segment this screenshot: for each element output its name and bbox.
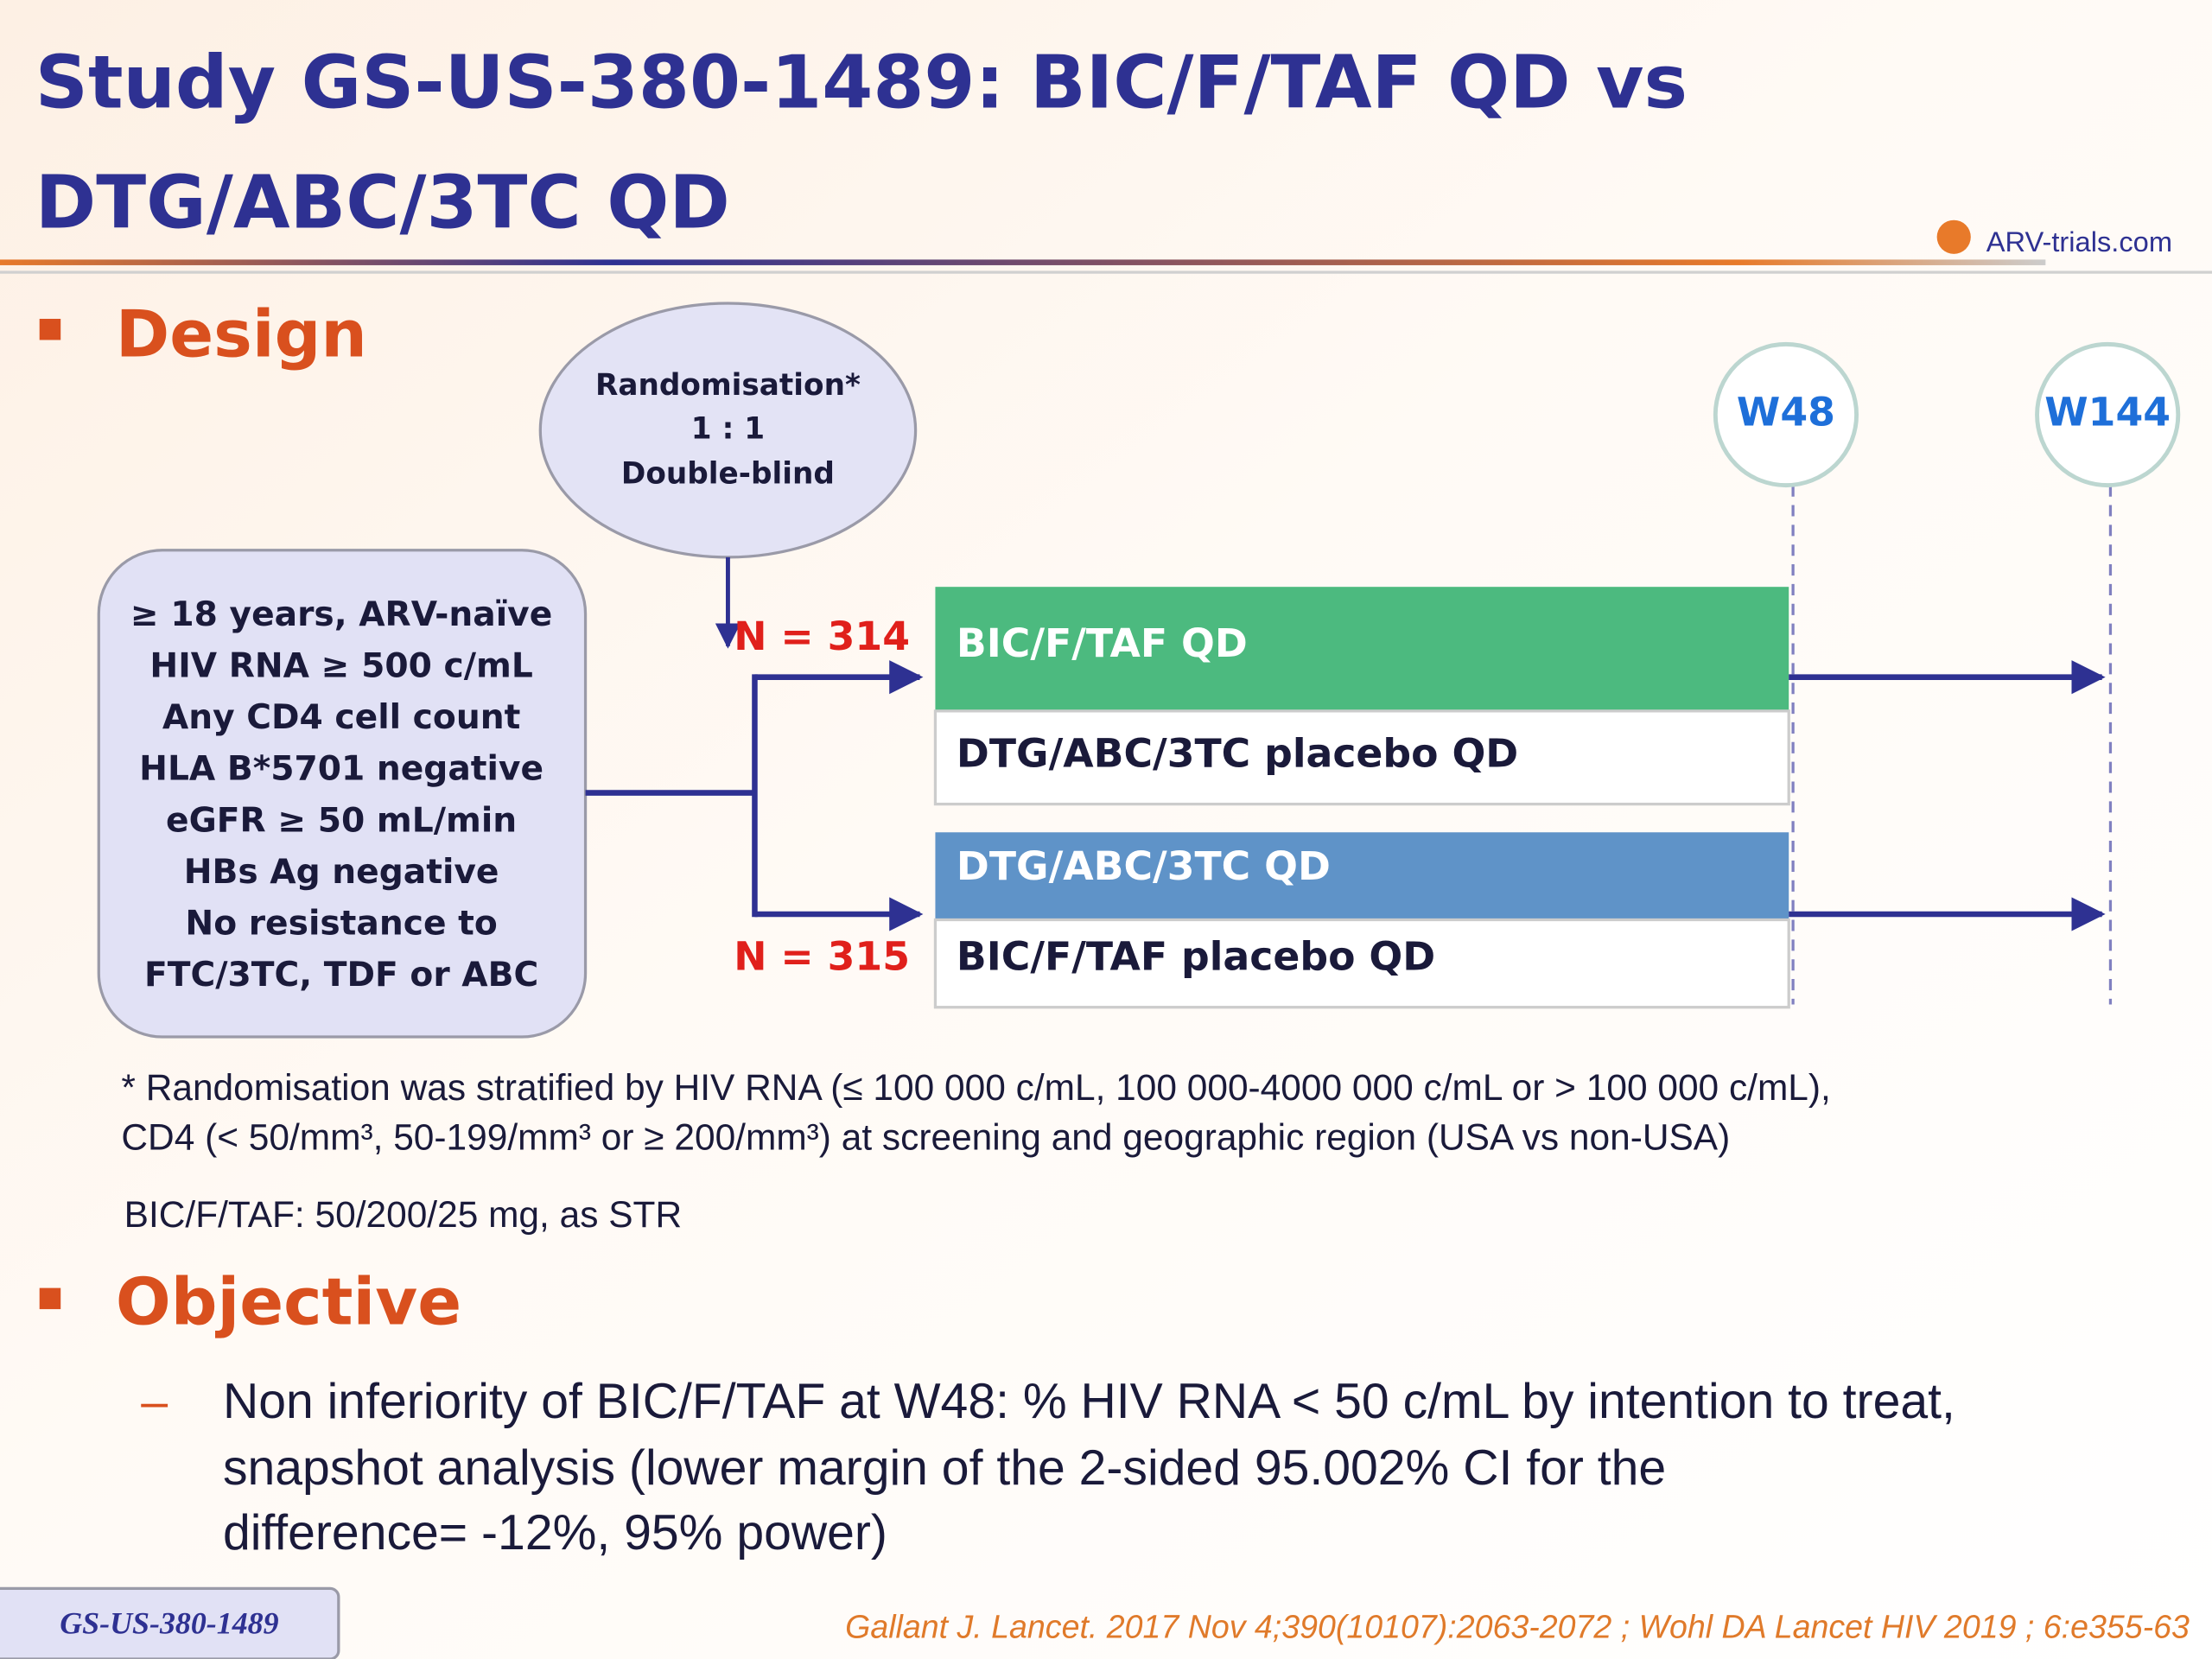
- objective-text: Non inferiority of BIC/F/TAF at W48: % H…: [223, 1374, 1955, 1429]
- criterion: No resistance to: [185, 905, 497, 944]
- arm-n: N = 314: [734, 613, 910, 659]
- arm-n: N = 315: [734, 934, 910, 980]
- arm-treatment: DTG/ABC/3TC QD: [957, 843, 1331, 889]
- randomisation-text: Double-blind: [621, 457, 835, 492]
- arm-placebo: BIC/F/TAF placebo QD: [957, 934, 1435, 980]
- arm-placebo: DTG/ABC/3TC placebo QD: [957, 731, 1518, 777]
- title: DTG/ABC/3TC QD: [35, 160, 730, 245]
- criterion: eGFR ≥ 50 mL/min: [166, 801, 517, 840]
- header-rule: [0, 259, 2046, 265]
- criterion: HIV RNA ≥ 500 c/mL: [149, 647, 532, 686]
- bullet: [39, 1287, 61, 1310]
- randomisation-text: Randomisation*: [595, 368, 861, 403]
- placebo-box: [933, 918, 1790, 1009]
- study-tag: [0, 1586, 340, 1659]
- dosage: BIC/F/TAF: 50/200/25 mg, as STR: [124, 1194, 682, 1235]
- criterion: ≥ 18 years, ARV-naïve: [130, 595, 552, 634]
- criterion: Any CD4 cell count: [162, 698, 520, 737]
- arm-treatment: BIC/F/TAF QD: [957, 620, 1248, 666]
- timepoint: W48: [1737, 390, 1835, 435]
- timepoint-circle: [1713, 341, 1859, 488]
- section-heading: Design: [116, 296, 367, 372]
- logo-icon: [1936, 219, 1971, 254]
- objective-text: difference= -12%, 95% power): [223, 1505, 887, 1560]
- arm-box: [935, 587, 1789, 711]
- sub-bullet: –: [141, 1375, 168, 1428]
- reference: Gallant J. Lancet. 2017 Nov 4;390(10107)…: [845, 1609, 2190, 1645]
- logo: ARV-trials.com: [1986, 226, 2172, 257]
- title: Study GS-US-380-1489: BIC/F/TAF QD vs: [35, 41, 1688, 126]
- arm-box: [935, 832, 1789, 920]
- study-id: GS-US-380-1489: [60, 1606, 278, 1641]
- footnote: CD4 (< 50/mm³, 50-199/mm³ or ≥ 200/mm³) …: [121, 1116, 1730, 1157]
- objective-text: snapshot analysis (lower margin of the 2…: [223, 1440, 1666, 1496]
- section-heading: Objective: [116, 1263, 461, 1339]
- criterion: HBs Ag negative: [184, 853, 499, 892]
- bullet: [39, 318, 61, 340]
- criteria-list: ≥ 18 years, ARV-naïve HIV RNA ≥ 500 c/mL A…: [130, 595, 552, 995]
- timepoint-circle: [2035, 341, 2181, 488]
- randomisation-text: 1 : 1: [691, 411, 765, 446]
- timepoint: W144: [2044, 390, 2171, 435]
- footnote: * Randomisation was stratified by HIV RN…: [121, 1067, 1830, 1108]
- criterion: HLA B*5701 negative: [139, 750, 543, 789]
- criterion: FTC/3TC, TDF or ABC: [144, 956, 538, 995]
- header-rule: [0, 270, 2212, 274]
- placebo-box: [933, 709, 1790, 806]
